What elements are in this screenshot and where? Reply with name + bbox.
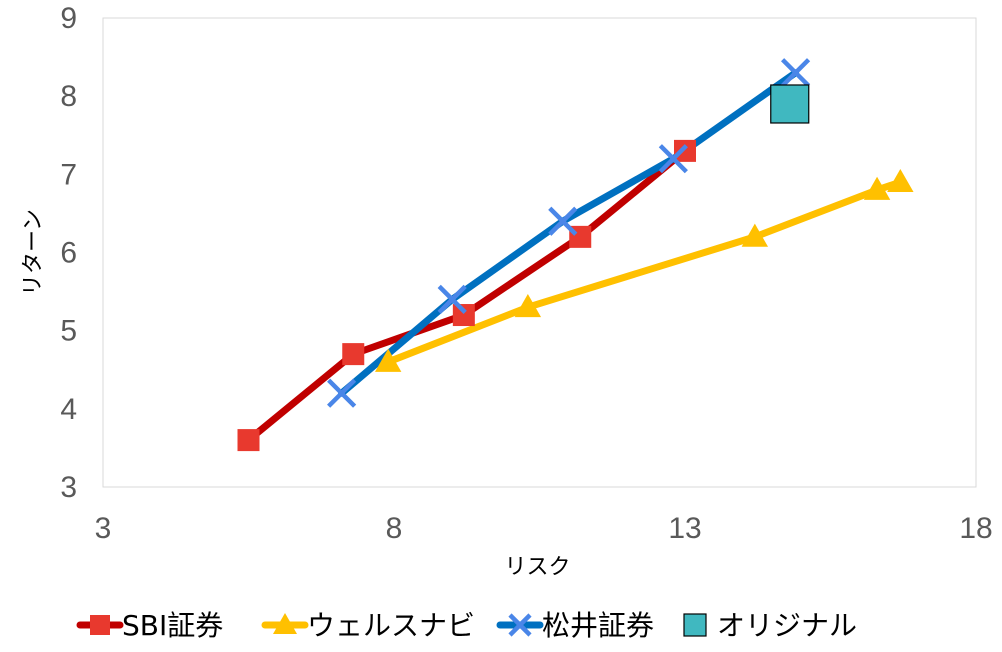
data-point-series-2 [780,58,811,88]
data-point-series-0 [237,429,260,452]
data-point-series-1 [887,168,914,193]
y-tick-label: 9 [60,2,77,35]
legend-marker-3 [683,613,707,637]
data-point-series-1 [863,176,891,200]
data-point-series-2 [658,144,688,174]
data-point-series-2 [437,284,467,314]
data-point-series-1 [514,294,542,318]
legend-label: SBI証券 [122,609,223,642]
data-point-series-0 [452,304,475,327]
legend-marker-2 [508,613,532,637]
y-tick-label: 6 [60,237,77,270]
y-tick-label: 4 [60,393,77,426]
legend-label: ウェルスナビ [307,609,475,642]
y-axis-title: リターン [21,209,46,296]
data-point-series-1 [741,223,769,247]
x-tick-label: 13 [668,512,701,545]
data-point-series-2 [327,378,357,408]
plot-area [102,17,977,488]
data-point-series-3 [770,84,810,124]
data-point-series-0 [674,139,696,162]
legend-marker-0 [90,615,110,635]
y-tick-label: 7 [60,158,77,191]
legend-label: 松井証券 [542,609,654,642]
legend-marker-1 [273,613,297,634]
x-tick-label: 3 [95,512,112,545]
legend-label: オリジナル [717,609,857,642]
data-point-series-2 [548,206,578,236]
data-point-series-1 [374,348,402,372]
x-tick-label: 18 [959,512,992,545]
data-point-series-0 [342,343,365,366]
y-tick-label: 3 [60,471,77,504]
x-axis-title: リスク [504,555,570,580]
y-tick-label: 8 [60,80,77,113]
x-tick-label: 8 [386,512,403,545]
y-tick-label: 5 [60,315,77,348]
